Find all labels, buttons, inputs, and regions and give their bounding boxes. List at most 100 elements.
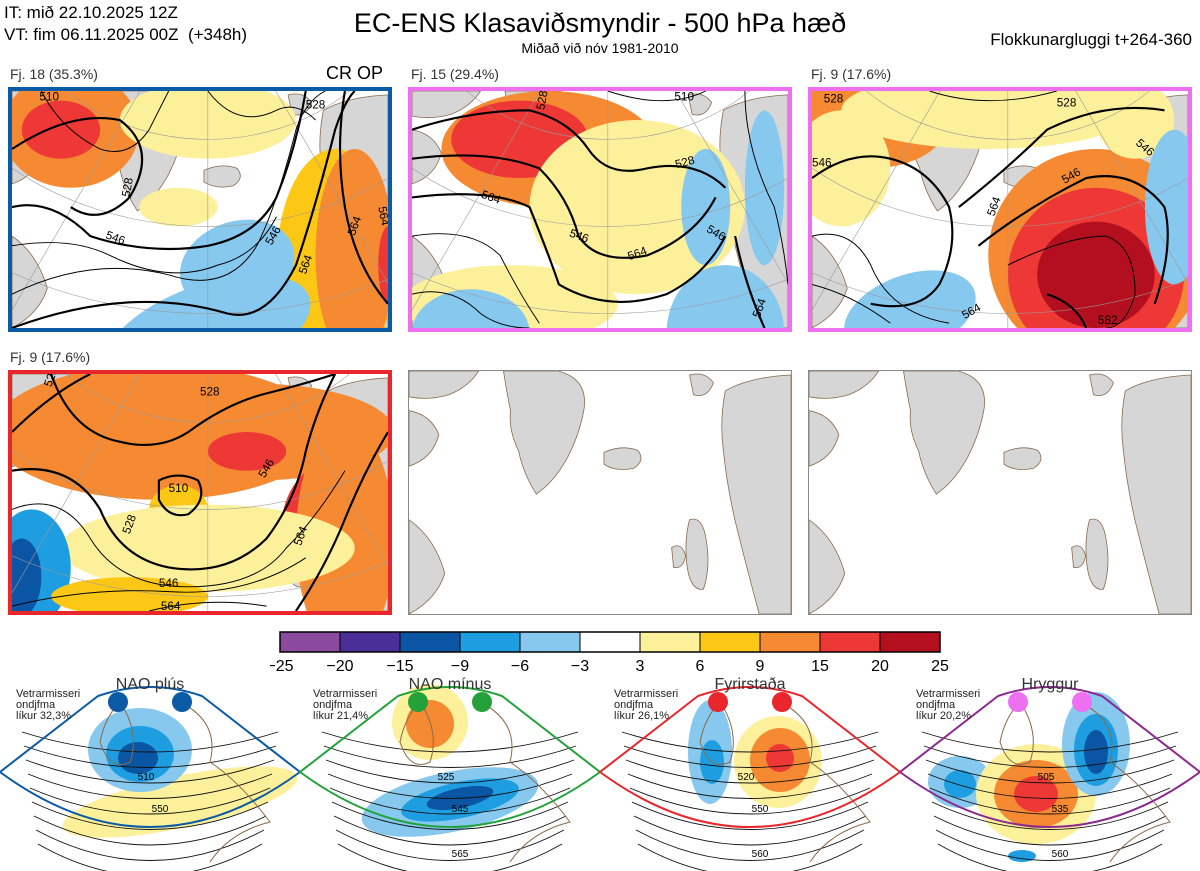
contour-label: 525 [438,772,455,783]
height-contour [327,773,573,799]
anomaly-area [21,100,101,159]
scandinavia-land [721,374,791,614]
contour-label: 560 [752,849,769,860]
colorbar-bin [879,631,941,653]
anomaly-area [666,265,784,328]
height-contour [23,745,277,768]
meridian-line [12,91,141,311]
colorbar-bin [339,631,401,653]
greenland-land [903,371,985,495]
height-contour [927,773,1173,799]
valid-time: VT: fim 06.11.2025 00Z (+348h) [4,25,248,44]
height-contour [33,815,267,846]
height-contour [333,815,567,846]
map-svg [409,371,791,614]
height-contour [744,91,788,285]
height-contour [29,787,271,815]
cluster-map-1[interactable]: 510 528 546 564 546 528 564 564 [8,87,392,332]
anomaly-area [1095,91,1175,159]
cluster-map-4[interactable]: 528 528 510 546 528 546 564 564 [8,370,392,615]
anomaly-area [812,110,891,227]
anomaly-area [1014,776,1058,812]
meridian-line [675,91,788,284]
contour-label: 564 [375,205,388,227]
iceland-land [603,447,642,470]
height-contour [12,557,307,607]
height-contour [325,759,575,784]
height-contour [412,154,717,259]
height-contour [931,801,1169,830]
height-contour [40,91,170,152]
colorbar-outline [279,631,941,653]
height-contour [207,91,316,121]
contour-label: 546 [568,227,591,246]
anomaly-area [412,289,530,328]
arctic-islands-land [409,371,480,399]
height-contour [637,843,863,871]
british-isles-land [1085,518,1109,590]
height-contour [921,731,1179,753]
height-contour [412,109,727,189]
coastline [399,701,434,765]
height-contour [412,193,727,303]
height-contour [623,745,877,768]
height-contour [625,759,875,784]
height-contour [12,91,356,328]
height-contour [929,91,1057,102]
scandinavia-land [1121,374,1191,614]
anomaly-area [62,766,298,838]
colorbar-tick-label: 9 [756,658,765,675]
baffin-land [409,410,440,467]
coastline [699,701,734,765]
contour-label: 564 [750,296,769,319]
meridian-line [275,91,388,284]
regime-3-note: Vetrarmisseri ondjfma líkur 26,1% [614,688,679,722]
height-contour [50,374,336,447]
contour-label: 550 [752,804,769,815]
ireland-land [1071,545,1086,569]
colorbar-bin [279,631,341,653]
height-contour [12,374,337,571]
contour-label: 560 [1052,849,1069,860]
colorbar-bin [579,631,641,653]
colorbar-tick-label: −15 [386,658,413,675]
height-contour [12,91,326,295]
regime-dot [172,692,192,712]
height-contour [12,470,346,588]
height-contour [734,235,766,328]
colorbar-bin [519,631,581,653]
regime-dot [708,692,728,712]
iceland-land [203,165,241,188]
height-contour [627,773,873,799]
contour-label: 564 [291,524,310,547]
regime-dot [1008,692,1028,712]
anomaly-area [681,149,731,266]
baffin-land [809,410,840,467]
coastline [479,701,571,863]
contour-label: 505 [1038,772,1055,783]
contour-label: 510 [169,482,189,495]
colorbar-tick-label: −25 [270,658,294,675]
height-contour [321,731,579,753]
graticule [812,91,1188,328]
colorbar-bin [639,631,701,653]
regime-diagram: 510 550 [0,686,302,871]
height-contour [37,843,263,871]
contour-label: 528 [306,98,326,111]
cluster-map-2[interactable]: 510 528 546 564 528 546 564 564 [408,87,792,332]
panel-4-label: Fj. 9 (17.6%) [10,349,91,365]
height-contour [331,801,569,830]
iceland-land [1003,447,1042,470]
colorbar-tick-label: −9 [451,658,469,675]
contour-label: 564 [345,214,364,237]
height-contour [338,91,388,305]
height-contour [923,745,1177,768]
empty-map-1 [408,370,792,615]
contour-label: 582 [1098,314,1118,327]
regime-diagram: 525 545 565 [298,684,602,871]
cluster-map-3[interactable]: 528 546 528 546 564 546 564 582 [808,87,1192,332]
height-contour [1007,235,1136,328]
